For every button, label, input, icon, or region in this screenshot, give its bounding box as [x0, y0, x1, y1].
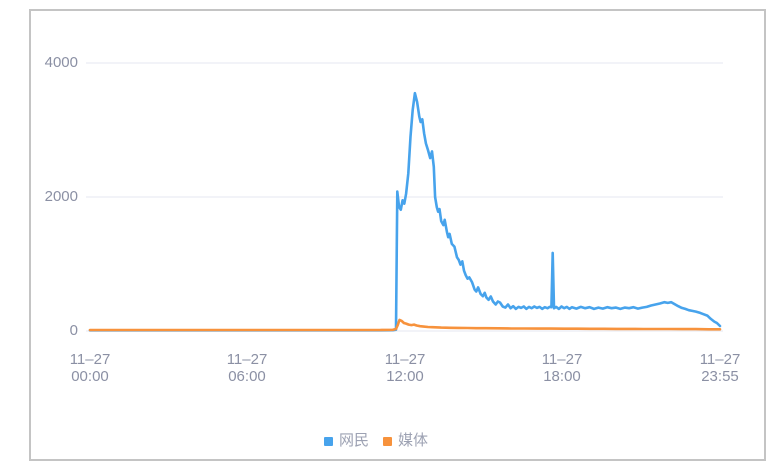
x-tick-time: 00:00 [71, 368, 109, 385]
x-tick-time: 23:55 [701, 368, 739, 385]
series-line-media[interactable] [88, 318, 722, 332]
x-axis-tick-0000: 11–27 00:00 [50, 351, 130, 385]
x-tick-date: 11–27 [226, 351, 268, 368]
x-tick-date: 11–27 [699, 351, 741, 368]
legend-item-media[interactable]: 媒体 [383, 432, 428, 450]
x-axis-tick-0600: 11–27 06:00 [207, 351, 287, 385]
legend-label-netizen: 网民 [338, 432, 369, 449]
legend-item-netizen[interactable]: 网民 [323, 432, 369, 450]
x-axis-tick-1200: 11–27 12:00 [365, 351, 445, 385]
series-line-netizen[interactable] [88, 91, 722, 332]
chart-legend: 网民 媒体 [0, 430, 752, 452]
x-tick-time: 06:00 [228, 368, 266, 385]
y-axis-tick-2000: 2000 [44, 188, 78, 205]
x-axis-tick-1800: 11–27 18:00 [522, 351, 602, 385]
x-tick-date: 11–27 [384, 351, 426, 368]
x-tick-time: 12:00 [386, 368, 424, 385]
y-axis-tick-4000: 4000 [44, 54, 78, 71]
x-tick-time: 18:00 [543, 368, 581, 385]
media-series-swatch-icon [383, 436, 392, 446]
netizen-series-swatch-icon [323, 436, 333, 446]
legend-label-media: 媒体 [398, 432, 429, 449]
x-axis-tick-2355: 11–27 23:55 [680, 351, 760, 385]
x-tick-date: 11–27 [541, 351, 583, 368]
x-tick-date: 11–27 [69, 351, 111, 368]
y-axis-tick-0: 0 [69, 322, 78, 339]
